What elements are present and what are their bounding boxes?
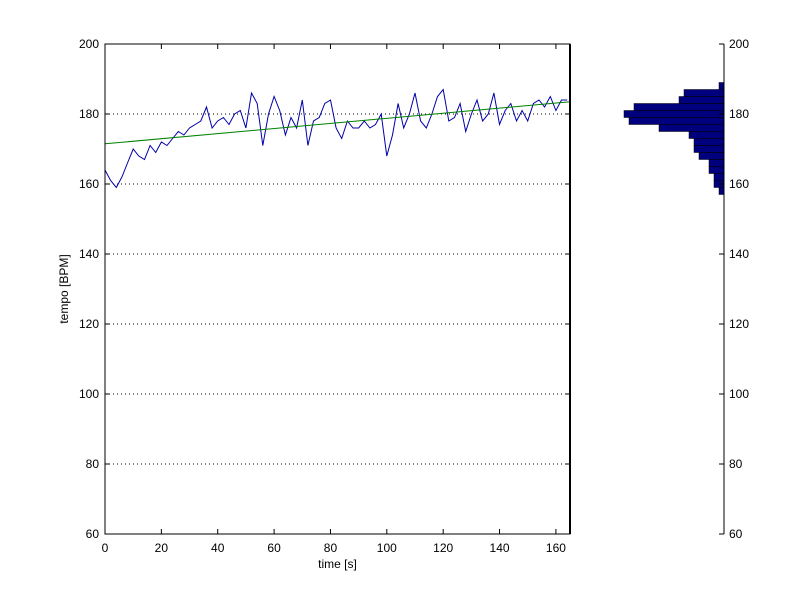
y-tick-label: 160 <box>79 177 99 191</box>
hist-y-tick-label: 80 <box>729 457 743 471</box>
histogram-bar <box>708 166 725 174</box>
x-tick-label: 140 <box>490 541 510 555</box>
y-tick-label: 60 <box>86 527 100 541</box>
histogram-bar <box>708 159 725 167</box>
trend-line-line <box>104 101 571 145</box>
histogram-bar <box>693 145 725 153</box>
y-tick-label: 200 <box>79 37 99 51</box>
horizontal-gridlines <box>105 113 570 465</box>
histogram-bar <box>623 110 725 118</box>
histogram-bar <box>633 103 725 111</box>
x-tick-label: 60 <box>267 541 281 555</box>
y-axis-label: tempo [BPM] <box>57 254 71 323</box>
plot-area <box>105 44 570 534</box>
x-tick-label: 160 <box>546 541 566 555</box>
hist-y-tick-label: 200 <box>729 37 749 51</box>
y-tick-label: 120 <box>79 317 99 331</box>
histogram-bar <box>678 96 725 104</box>
hist-y-tick-label: 180 <box>729 107 749 121</box>
hist-y-tick-label: 60 <box>729 527 743 541</box>
hist-y-tick-label: 160 <box>729 177 749 191</box>
x-tick-label: 120 <box>433 541 453 555</box>
histogram-bar <box>628 117 725 125</box>
x-tick-label: 40 <box>211 541 225 555</box>
histogram-bar <box>688 131 725 139</box>
axis-ticks: 0 20 40 60 80 100 120 140 160 60 80 100 120 140 160 180… <box>79 37 570 555</box>
histogram-bar <box>658 124 725 132</box>
histogram-bar <box>683 89 725 97</box>
histogram-bar <box>698 152 725 160</box>
tempo-histogram: 60 80 100 120 140 160 180 200 <box>623 37 749 541</box>
hist-y-tick-label: 120 <box>729 317 749 331</box>
histogram-bar <box>718 82 725 90</box>
x-tick-label: 20 <box>155 541 169 555</box>
y-tick-label: 140 <box>79 247 99 261</box>
hist-y-tick-label: 140 <box>729 247 749 261</box>
y-tick-label: 100 <box>79 387 99 401</box>
tempo-time-plot: 0 20 40 60 80 100 120 140 160 60 80 100 120 140 160 180… <box>57 37 571 571</box>
hist-y-tick-label: 100 <box>729 387 749 401</box>
x-tick-label: 100 <box>377 541 397 555</box>
y-tick-label: 180 <box>79 107 99 121</box>
y-tick-label: 80 <box>86 457 100 471</box>
tempo-curve-line <box>104 88 568 189</box>
x-tick-label: 0 <box>102 541 109 555</box>
histogram-bar <box>693 138 725 146</box>
x-axis-label: time [s] <box>318 557 357 571</box>
x-tick-label: 80 <box>324 541 338 555</box>
histogram-bar <box>718 187 725 195</box>
histogram-axis-ticks: 60 80 100 120 140 160 180 200 <box>719 37 749 541</box>
data-series <box>104 88 571 189</box>
histogram-bar <box>713 173 725 181</box>
